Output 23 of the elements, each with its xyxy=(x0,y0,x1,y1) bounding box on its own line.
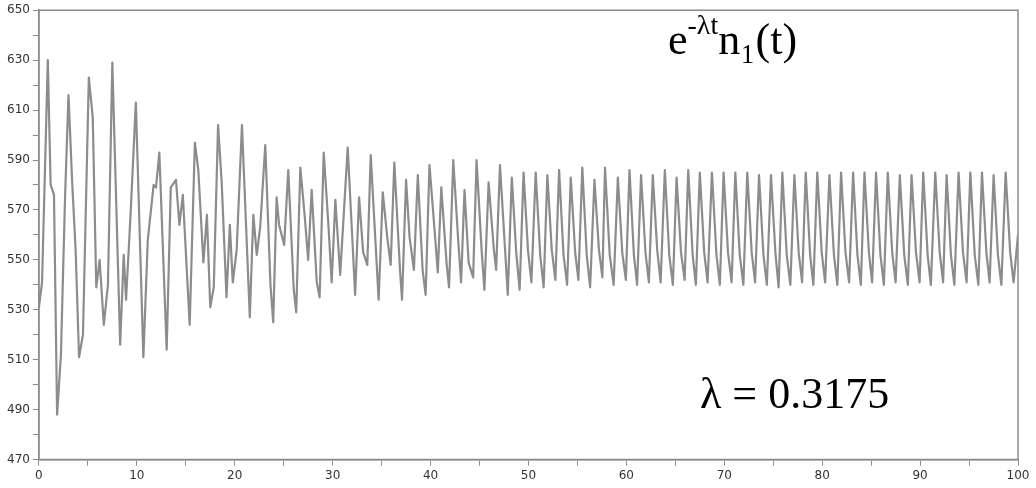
x-tick-label: 60 xyxy=(618,467,634,482)
x-tick-label: 20 xyxy=(227,467,243,482)
y-tick-label: 530 xyxy=(7,301,30,316)
x-tick-label: 30 xyxy=(324,467,341,482)
y-tick-label: 510 xyxy=(7,351,30,366)
y-tick-label: 470 xyxy=(7,451,30,466)
y-tick-label: 610 xyxy=(7,102,30,117)
x-tick-label: 10 xyxy=(129,467,145,482)
x-tick-label: 70 xyxy=(716,467,732,482)
y-tick-label: 650 xyxy=(7,2,30,17)
y-tick-label: 590 xyxy=(7,152,30,167)
x-tick-label: 0 xyxy=(35,467,43,482)
x-tick-label: 80 xyxy=(814,467,830,482)
x-tick-label: 90 xyxy=(912,467,928,482)
y-tick-label: 490 xyxy=(7,401,30,416)
x-tick-label: 40 xyxy=(422,467,439,482)
y-tick-label: 630 xyxy=(7,52,30,67)
x-tick-label: 100 xyxy=(1006,467,1030,482)
annotation: e$^{-λt}$n₁(t) xyxy=(668,9,798,64)
y-tick-label: 570 xyxy=(7,202,30,217)
x-tick-label: 50 xyxy=(520,467,537,482)
y-tick-label: 550 xyxy=(7,251,30,266)
annotation: λ = 0.3175 xyxy=(700,369,890,418)
